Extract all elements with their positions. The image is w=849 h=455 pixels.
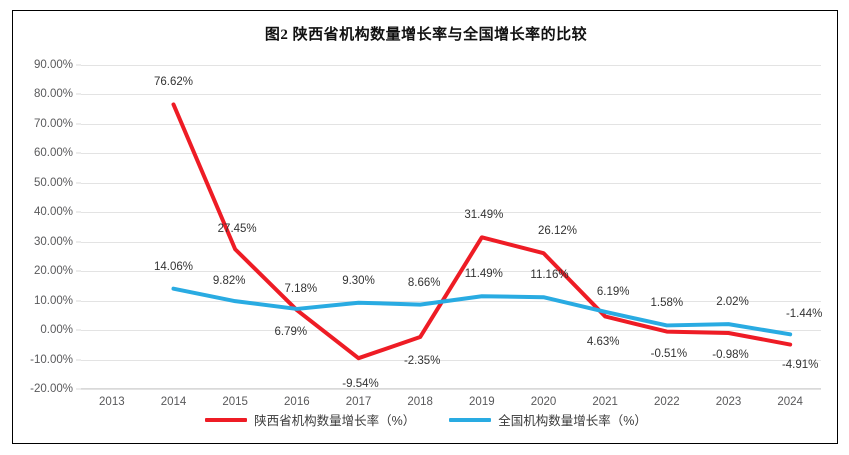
plot-area: 90.00% 80.00% 70.00% 60.00% 50.00% 40.00% 30.0… xyxy=(30,59,823,408)
chart-legend: 陕西省机构数量增长率（%） 全国机构数量增长率（%） xyxy=(13,410,839,429)
gridline xyxy=(81,123,821,125)
y-axis-tick-label: 0.00% xyxy=(40,324,73,337)
data-point-label: 1.58% xyxy=(650,297,684,310)
y-axis-tick-mark xyxy=(76,93,81,95)
gridline xyxy=(81,65,821,66)
data-point-label: -9.54% xyxy=(342,378,379,391)
data-point-label: 7.18% xyxy=(284,282,318,295)
data-point-label: -0.51% xyxy=(650,347,688,360)
data-point-label: 14.06% xyxy=(153,260,194,273)
legend-color-swatch xyxy=(205,417,248,422)
series-lines xyxy=(171,102,793,361)
x-axis-tick-label: 2016 xyxy=(284,396,310,408)
x-axis-tick-label: 2024 xyxy=(777,396,803,408)
gridline xyxy=(81,330,821,332)
gridline xyxy=(81,359,821,361)
data-point-label: -0.98% xyxy=(712,348,749,361)
data-point-label: 4.63% xyxy=(586,336,620,349)
legend-item[interactable]: 陕西省机构数量增长率（%） xyxy=(205,410,415,429)
series-line xyxy=(171,102,793,361)
gridline xyxy=(81,241,821,243)
x-axis-tick-label: 2020 xyxy=(530,396,557,408)
legend-item[interactable]: 全国机构数量增长率（%） xyxy=(449,410,647,429)
y-axis-tick-label: -20.00% xyxy=(30,383,73,395)
y-axis-tick-mark xyxy=(76,182,81,184)
x-axis-tick-label: 2015 xyxy=(222,396,248,408)
x-axis-tick-label: 2014 xyxy=(160,396,187,408)
x-axis-tick-label: 2022 xyxy=(654,396,680,408)
chart-title: 图2 陕西省机构数量增长率与全国增长率的比较 xyxy=(264,27,588,43)
y-axis-tick-mark xyxy=(76,241,81,243)
x-axis-tick-label: 2023 xyxy=(715,396,742,408)
x-axis-tick-label: 2019 xyxy=(469,396,495,408)
y-axis-tick-label: 70.00% xyxy=(33,117,73,130)
y-axis-tick-label: 50.00% xyxy=(33,176,73,189)
gridline xyxy=(81,271,821,273)
data-point-label: 11.16% xyxy=(530,269,569,282)
data-point-label: 27.45% xyxy=(217,223,257,236)
data-point-label: -1.44% xyxy=(785,308,823,321)
y-axis-tick-label: 40.00% xyxy=(33,206,73,219)
data-point-label: 8.66% xyxy=(407,276,441,289)
y-axis-tick-mark xyxy=(76,64,81,66)
y-axis-tick-label: 60.00% xyxy=(33,147,73,160)
y-axis-tick-label: 30.00% xyxy=(33,235,73,248)
legend-color-swatch xyxy=(449,417,492,422)
y-axis-tick-mark xyxy=(76,388,81,390)
x-axis-tick-label: 2013 xyxy=(99,396,125,408)
x-axis-tick-label: 2017 xyxy=(345,396,372,408)
y-axis-tick-label: 80.00% xyxy=(33,88,73,101)
gridline xyxy=(81,153,821,155)
y-axis-tick-mark xyxy=(76,329,81,331)
y-axis-tick-mark xyxy=(76,152,81,154)
data-point-label: 31.49% xyxy=(464,209,504,222)
legend-label: 全国机构数量增长率（%） xyxy=(498,414,647,428)
gridline xyxy=(81,212,821,214)
y-axis-tick-mark xyxy=(76,211,81,213)
chart-container: 图2 陕西省机构数量增长率与全国增长率的比较 90.00% 80.00% 70.00… xyxy=(12,10,838,444)
x-axis-tick-label: 2018 xyxy=(407,396,433,408)
legend-label: 陕西省机构数量增长率（%） xyxy=(254,414,416,428)
gridline xyxy=(81,182,821,184)
data-point-label: 9.82% xyxy=(212,275,246,288)
y-axis-tick-mark xyxy=(76,359,81,361)
data-point-label: 76.62% xyxy=(153,76,194,89)
series-line xyxy=(171,286,793,337)
data-point-label: 6.19% xyxy=(596,285,630,298)
data-point-label: -2.35% xyxy=(403,355,441,367)
y-axis-tick-mark xyxy=(76,300,81,302)
y-axis-tick-label: -10.00% xyxy=(30,353,73,366)
y-axis-tick-mark xyxy=(76,123,81,125)
data-point-label: 2.02% xyxy=(716,296,749,309)
y-axis-tick-mark xyxy=(76,270,81,272)
data-point-label: 26.12% xyxy=(537,225,578,238)
data-point-label: 11.49% xyxy=(464,268,503,281)
data-point-label: -4.91% xyxy=(781,358,819,371)
gridline xyxy=(81,389,821,390)
y-axis-tick-label: 20.00% xyxy=(33,265,73,278)
x-axis-tick-label: 2021 xyxy=(592,396,618,408)
data-point-label: 9.30% xyxy=(342,274,375,287)
y-axis-tick-label: 90.00% xyxy=(33,59,73,71)
x-axis-baseline xyxy=(81,388,821,389)
y-axis-tick-label: 10.00% xyxy=(33,294,73,307)
gridline xyxy=(81,94,821,96)
data-point-label: 6.79% xyxy=(274,326,308,339)
